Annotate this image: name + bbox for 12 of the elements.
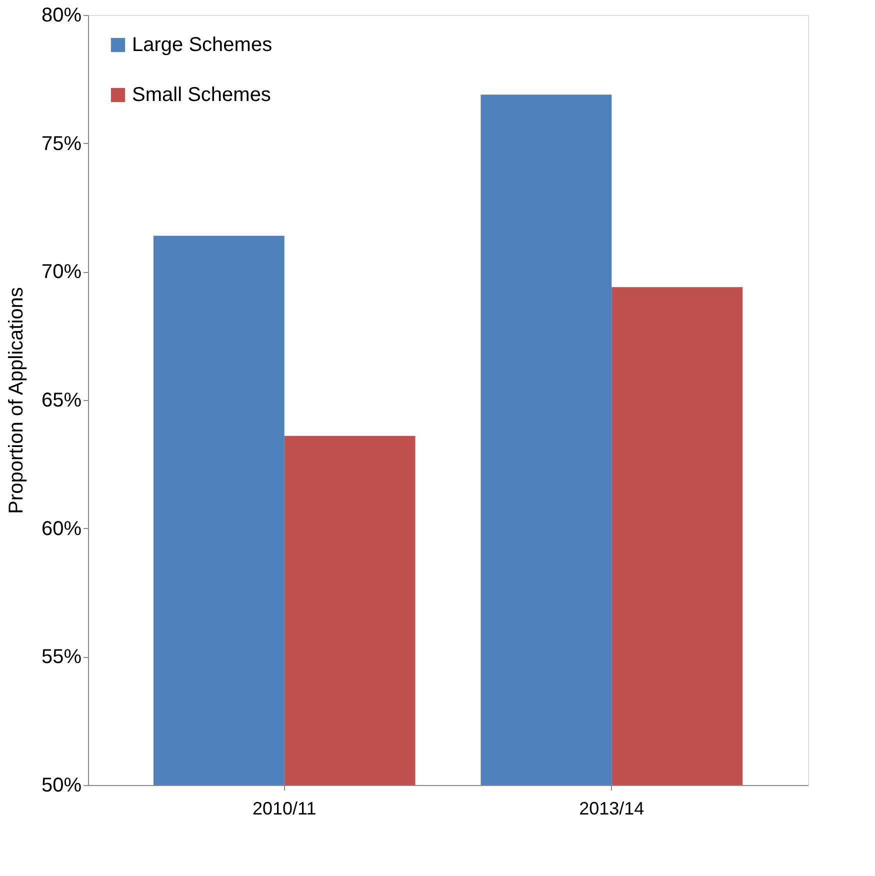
y-tick-label: 55%: [41, 646, 82, 668]
x-tick-label: 2010/11: [252, 798, 316, 818]
legend-label: Large Schemes: [132, 34, 272, 56]
y-tick-label: 75%: [41, 132, 82, 155]
y-tick-label: 60%: [41, 518, 82, 540]
y-tick-label: 70%: [41, 261, 82, 284]
y-tick-label: 80%: [41, 4, 82, 26]
legend-label: Small Schemes: [132, 84, 271, 106]
y-tick-label: 50%: [41, 774, 82, 796]
y-tick-label: 65%: [41, 390, 82, 412]
y-axis-title: Proportion of Applications: [5, 287, 28, 514]
x-tick-label: 2013/14: [579, 798, 644, 818]
